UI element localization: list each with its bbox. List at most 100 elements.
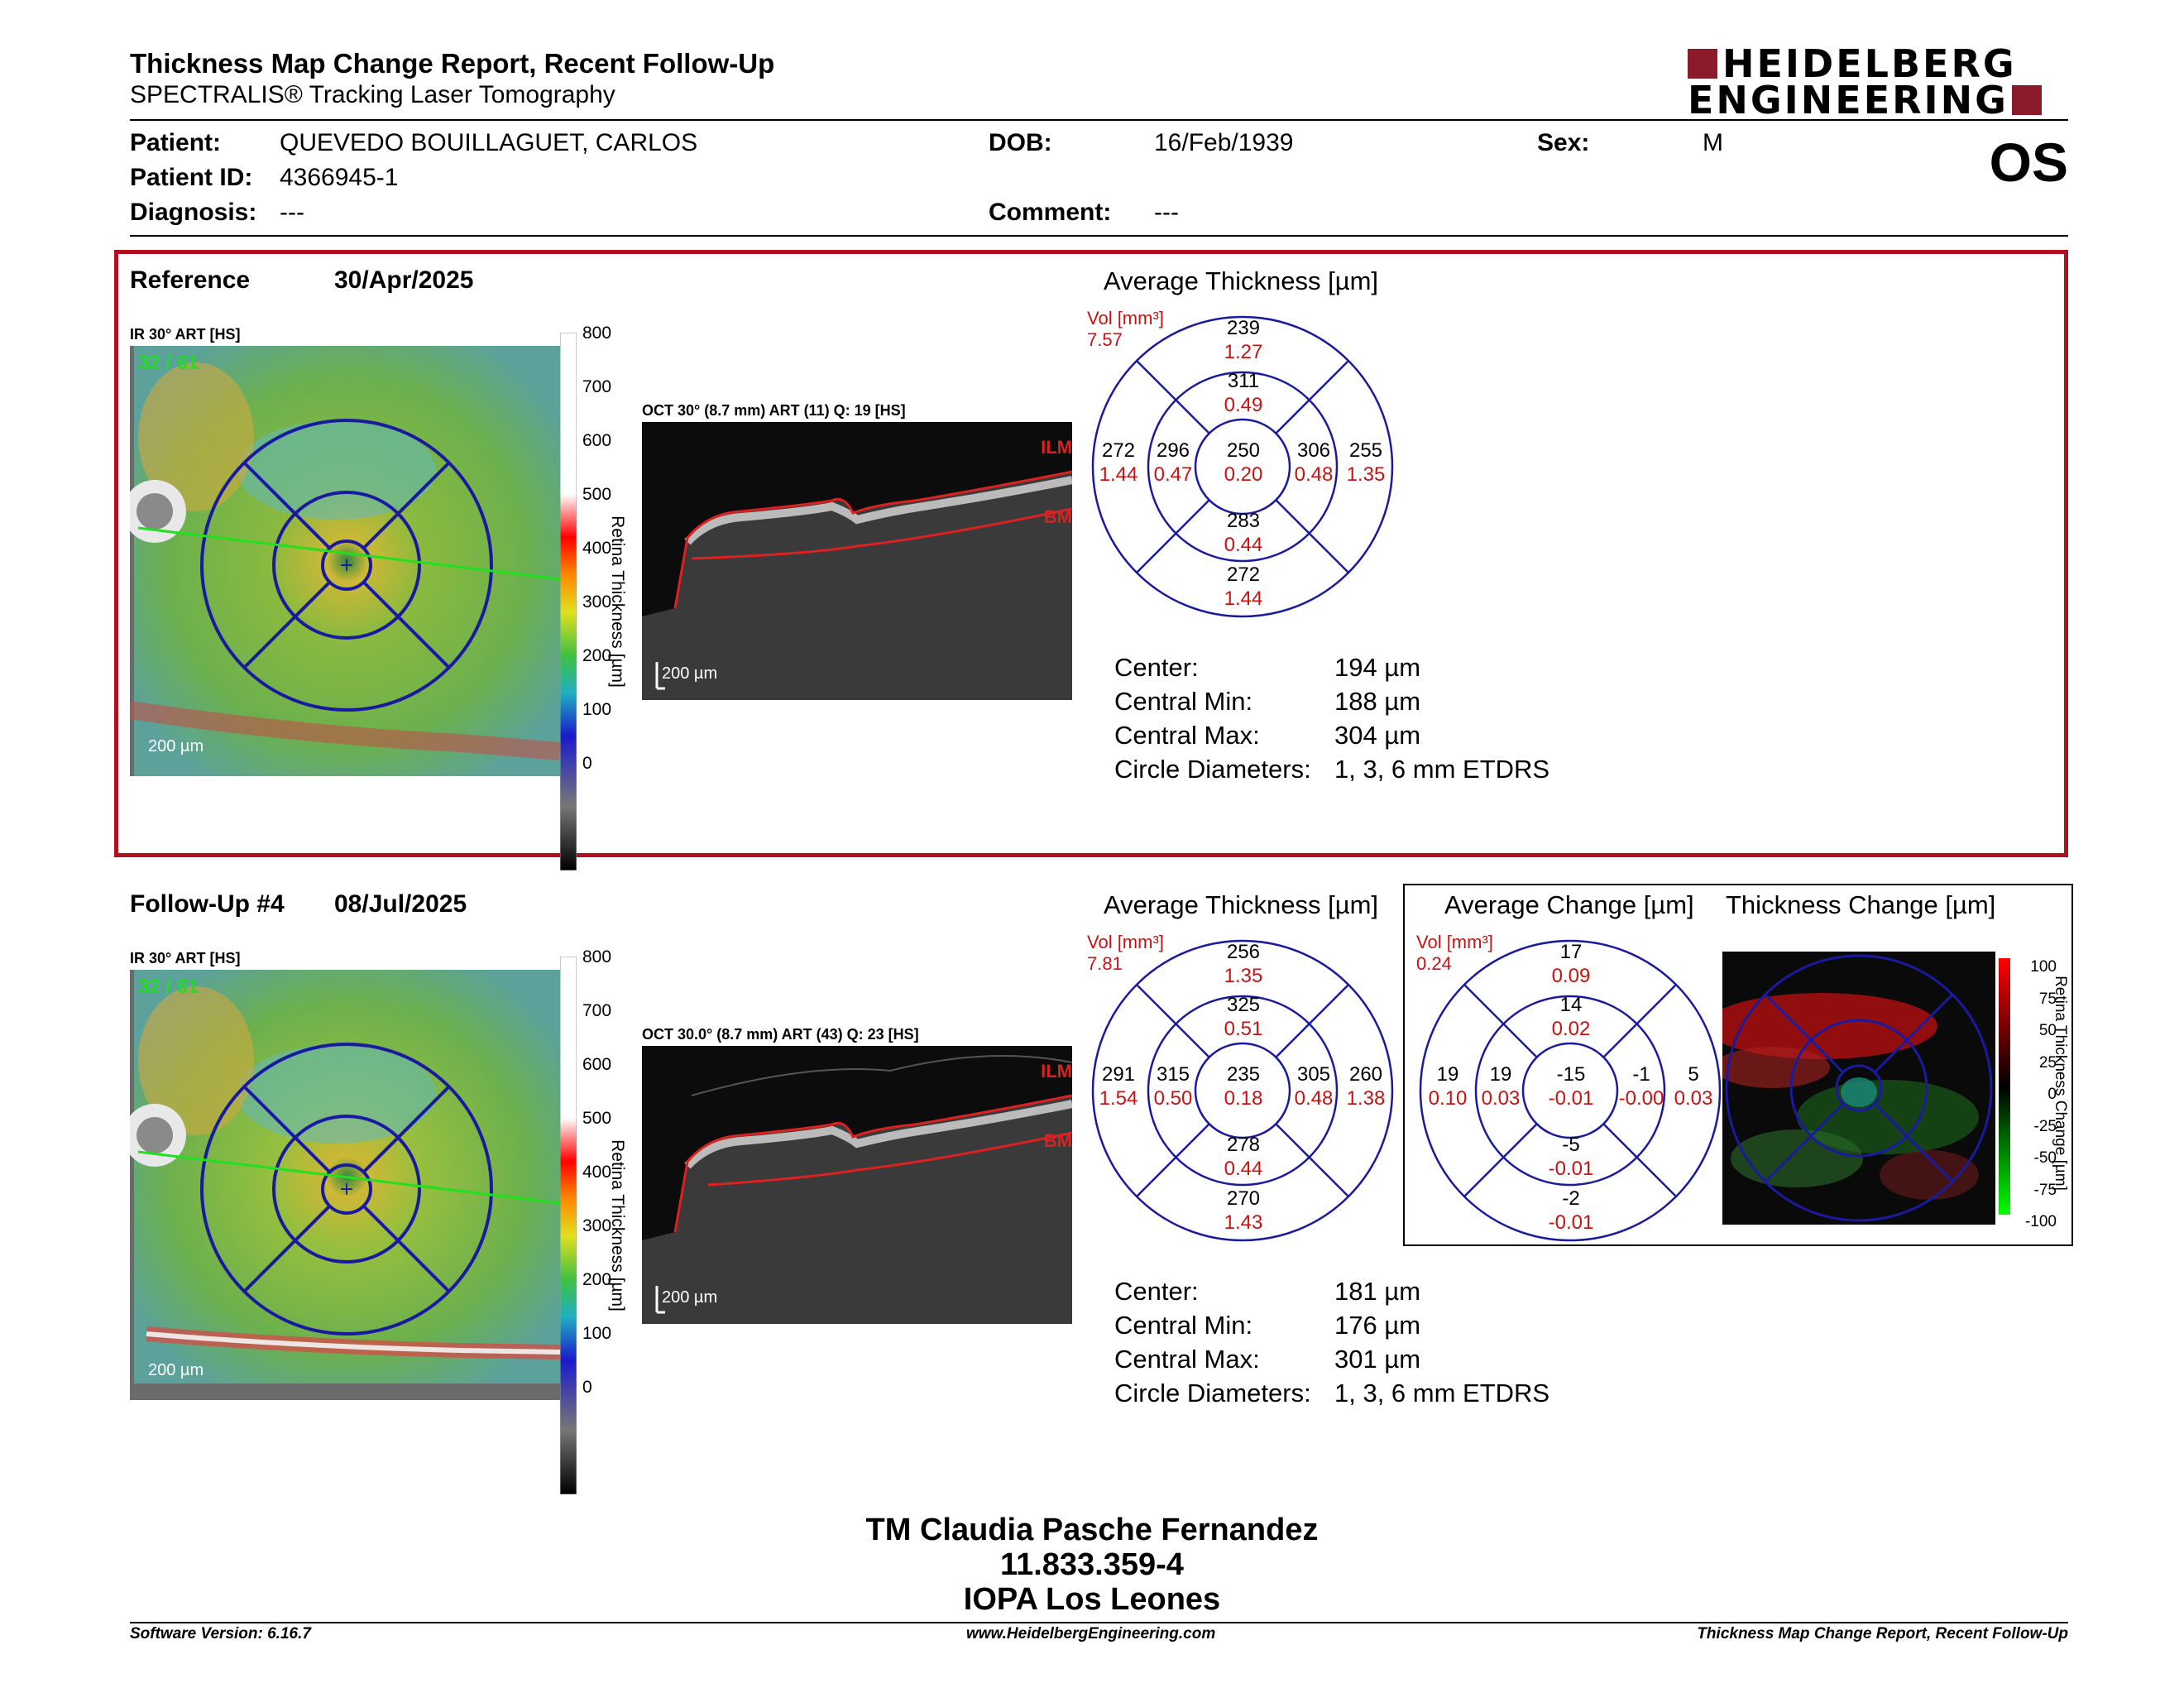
sector-thickness: 296 [1156,439,1190,462]
change-sector-inner-bottom: -5 -0.01 [1538,1133,1604,1181]
oct-bscan-image: ILM BM 200 µm [642,422,1072,700]
sector-thickness: 5 [1688,1063,1699,1086]
ilm-label: ILM [1041,1061,1072,1081]
vol-label: Vol [mm³] [1087,932,1164,952]
change-sector-outer-top: 17 0.09 [1538,940,1604,988]
thickness-scale-bar [559,956,577,1495]
heidelberg-logo-line2: ENGINEERING [1688,81,2042,119]
sector-center: 235 0.18 [1210,1062,1276,1110]
sector-thickness: 272 [1101,439,1136,462]
sector-volume: -0.01 [1548,1211,1594,1234]
sector-volume: 1.43 [1224,1211,1263,1234]
scale-tick: 200 [582,1270,612,1289]
scale-tick: 400 [582,539,612,558]
logo-square-icon [1688,49,1717,79]
followup-stats-values: 181 µm 176 µm 301 µm 1, 3, 6 mm ETDRS [1334,1274,1549,1410]
sector-thickness: -15 [1556,1063,1586,1086]
footer-report-title: Thickness Map Change Report, Recent Foll… [1697,1625,2068,1642]
sector-outer-top: 239 1.27 [1210,316,1276,364]
sector-volume: 0.44 [1224,1158,1263,1180]
scale-tick: 200 [582,646,612,665]
scale-tick: 0 [582,1378,592,1397]
logo-line1: HEIDELBERG [1722,41,2017,86]
change-scale-ticks: 100 75 50 25 0 -25 -50 -75 -100 [2014,952,2057,1239]
sector-outer-bottom: 270 1.43 [1210,1187,1276,1235]
scale-tick: 300 [582,1216,612,1235]
software-version: Software Version: 6.16.7 [130,1625,311,1642]
scale-tick: -100 [2024,1213,2057,1230]
avg-thickness-title: Average Thickness [µm] [1104,266,1379,295]
sector-thickness: 278 [1226,1134,1261,1156]
stat-value: 1, 3, 6 mm ETDRS [1334,1379,1550,1407]
signature-id: 11.833.359-4 [1000,1547,1184,1582]
sector-volume: 0.03 [1674,1087,1713,1110]
sector-thickness: 306 [1296,439,1331,462]
stat-label: Central Max: [1114,1345,1260,1374]
sector-volume: -0.01 [1548,1087,1594,1110]
sector-volume: 0.02 [1551,1018,1591,1040]
sector-thickness: 315 [1156,1063,1190,1086]
sector-thickness: 250 [1226,439,1261,462]
vol-total: 0.24 [1416,953,1452,974]
sector-inner-right: 305 0.48 [1281,1062,1347,1110]
scale-tick: -50 [2033,1149,2057,1167]
heidelberg-logo: HEIDELBERG [1688,45,2017,83]
scale-tick: 600 [582,1055,612,1074]
followup-oct-scan: ILM BM 200 µm [642,1046,1072,1324]
scale-tick: 700 [582,1001,612,1020]
eye-indicator: OS [1989,132,2068,193]
stat-label: Central Min: [1114,687,1253,716]
fundus-scale-label: 200 µm [148,1361,204,1379]
stat-label: Center: [1114,1277,1199,1306]
sector-inner-left: 315 0.50 [1140,1062,1206,1110]
scale-title: Retina Thickness [µm] [608,1139,627,1312]
vol-total: 7.57 [1087,329,1123,350]
diagnosis-label: Diagnosis: [130,199,257,226]
reference-frame [114,250,2068,857]
scale-tick: -25 [2033,1117,2057,1135]
vol-label: Vol [mm³] [1416,932,1493,952]
patient-id-label: Patient ID: [130,164,253,191]
followup-etdrs-grid [1084,928,1415,1259]
change-sector-outer-bottom: -2 -0.01 [1538,1187,1604,1235]
reference-date: 30/Apr/2025 [334,266,474,294]
signature-institution: IOPA Los Leones [963,1582,1221,1617]
sector-volume: 1.27 [1224,341,1263,363]
sector-volume: 0.49 [1224,394,1263,416]
stat-label: Central Min: [1114,1311,1253,1340]
scale-tick: 50 [2038,1022,2057,1039]
followup-label: Follow-Up #4 [130,890,285,918]
sector-volume: 0.48 [1294,463,1334,486]
scale-tick: 0 [582,754,592,773]
dob-value: 16/Feb/1939 [1154,129,1294,156]
stat-label: Central Max: [1114,721,1260,750]
scale-tick: 800 [582,947,612,966]
sector-volume: 1.38 [1346,1087,1386,1110]
reference-label: Reference [130,266,251,294]
patient-divider [130,235,2068,237]
scale-tick: 800 [582,324,612,343]
change-sector-center: -15 -0.01 [1538,1062,1604,1110]
scale-tick: 100 [2030,958,2057,976]
sector-volume: 0.48 [1294,1087,1334,1110]
thickness-scale-bar [559,332,577,871]
footer-divider [130,1622,2068,1623]
sector-volume: 0.44 [1224,534,1263,556]
website-link[interactable]: www.HeidelbergEngineering.com [966,1625,1216,1642]
sector-volume: -0.00 [1618,1087,1664,1110]
sector-outer-left: 291 1.54 [1085,1062,1152,1110]
stat-value: 301 µm [1334,1345,1421,1374]
sector-volume: 0.18 [1224,1087,1263,1110]
bm-label: BM [1044,506,1072,527]
signature-name: TM Claudia Pasche Fernandez [865,1513,1319,1547]
sector-outer-right: 255 1.35 [1333,439,1399,487]
sector-outer-right: 260 1.38 [1333,1062,1399,1110]
sector-volume: 0.20 [1224,463,1263,486]
followup-thickness-map: + 32 / 61 200 µm [130,970,560,1400]
reference-stats-values: 194 µm 188 µm 304 µm 1, 3, 6 mm ETDRS [1334,650,1549,786]
sector-inner-right: 306 0.48 [1281,439,1347,487]
stat-value: 304 µm [1334,721,1421,750]
sector-volume: 0.50 [1153,1087,1193,1110]
stat-value: 188 µm [1334,687,1421,716]
ir-frame-counter: 32 / 61 [138,976,199,998]
